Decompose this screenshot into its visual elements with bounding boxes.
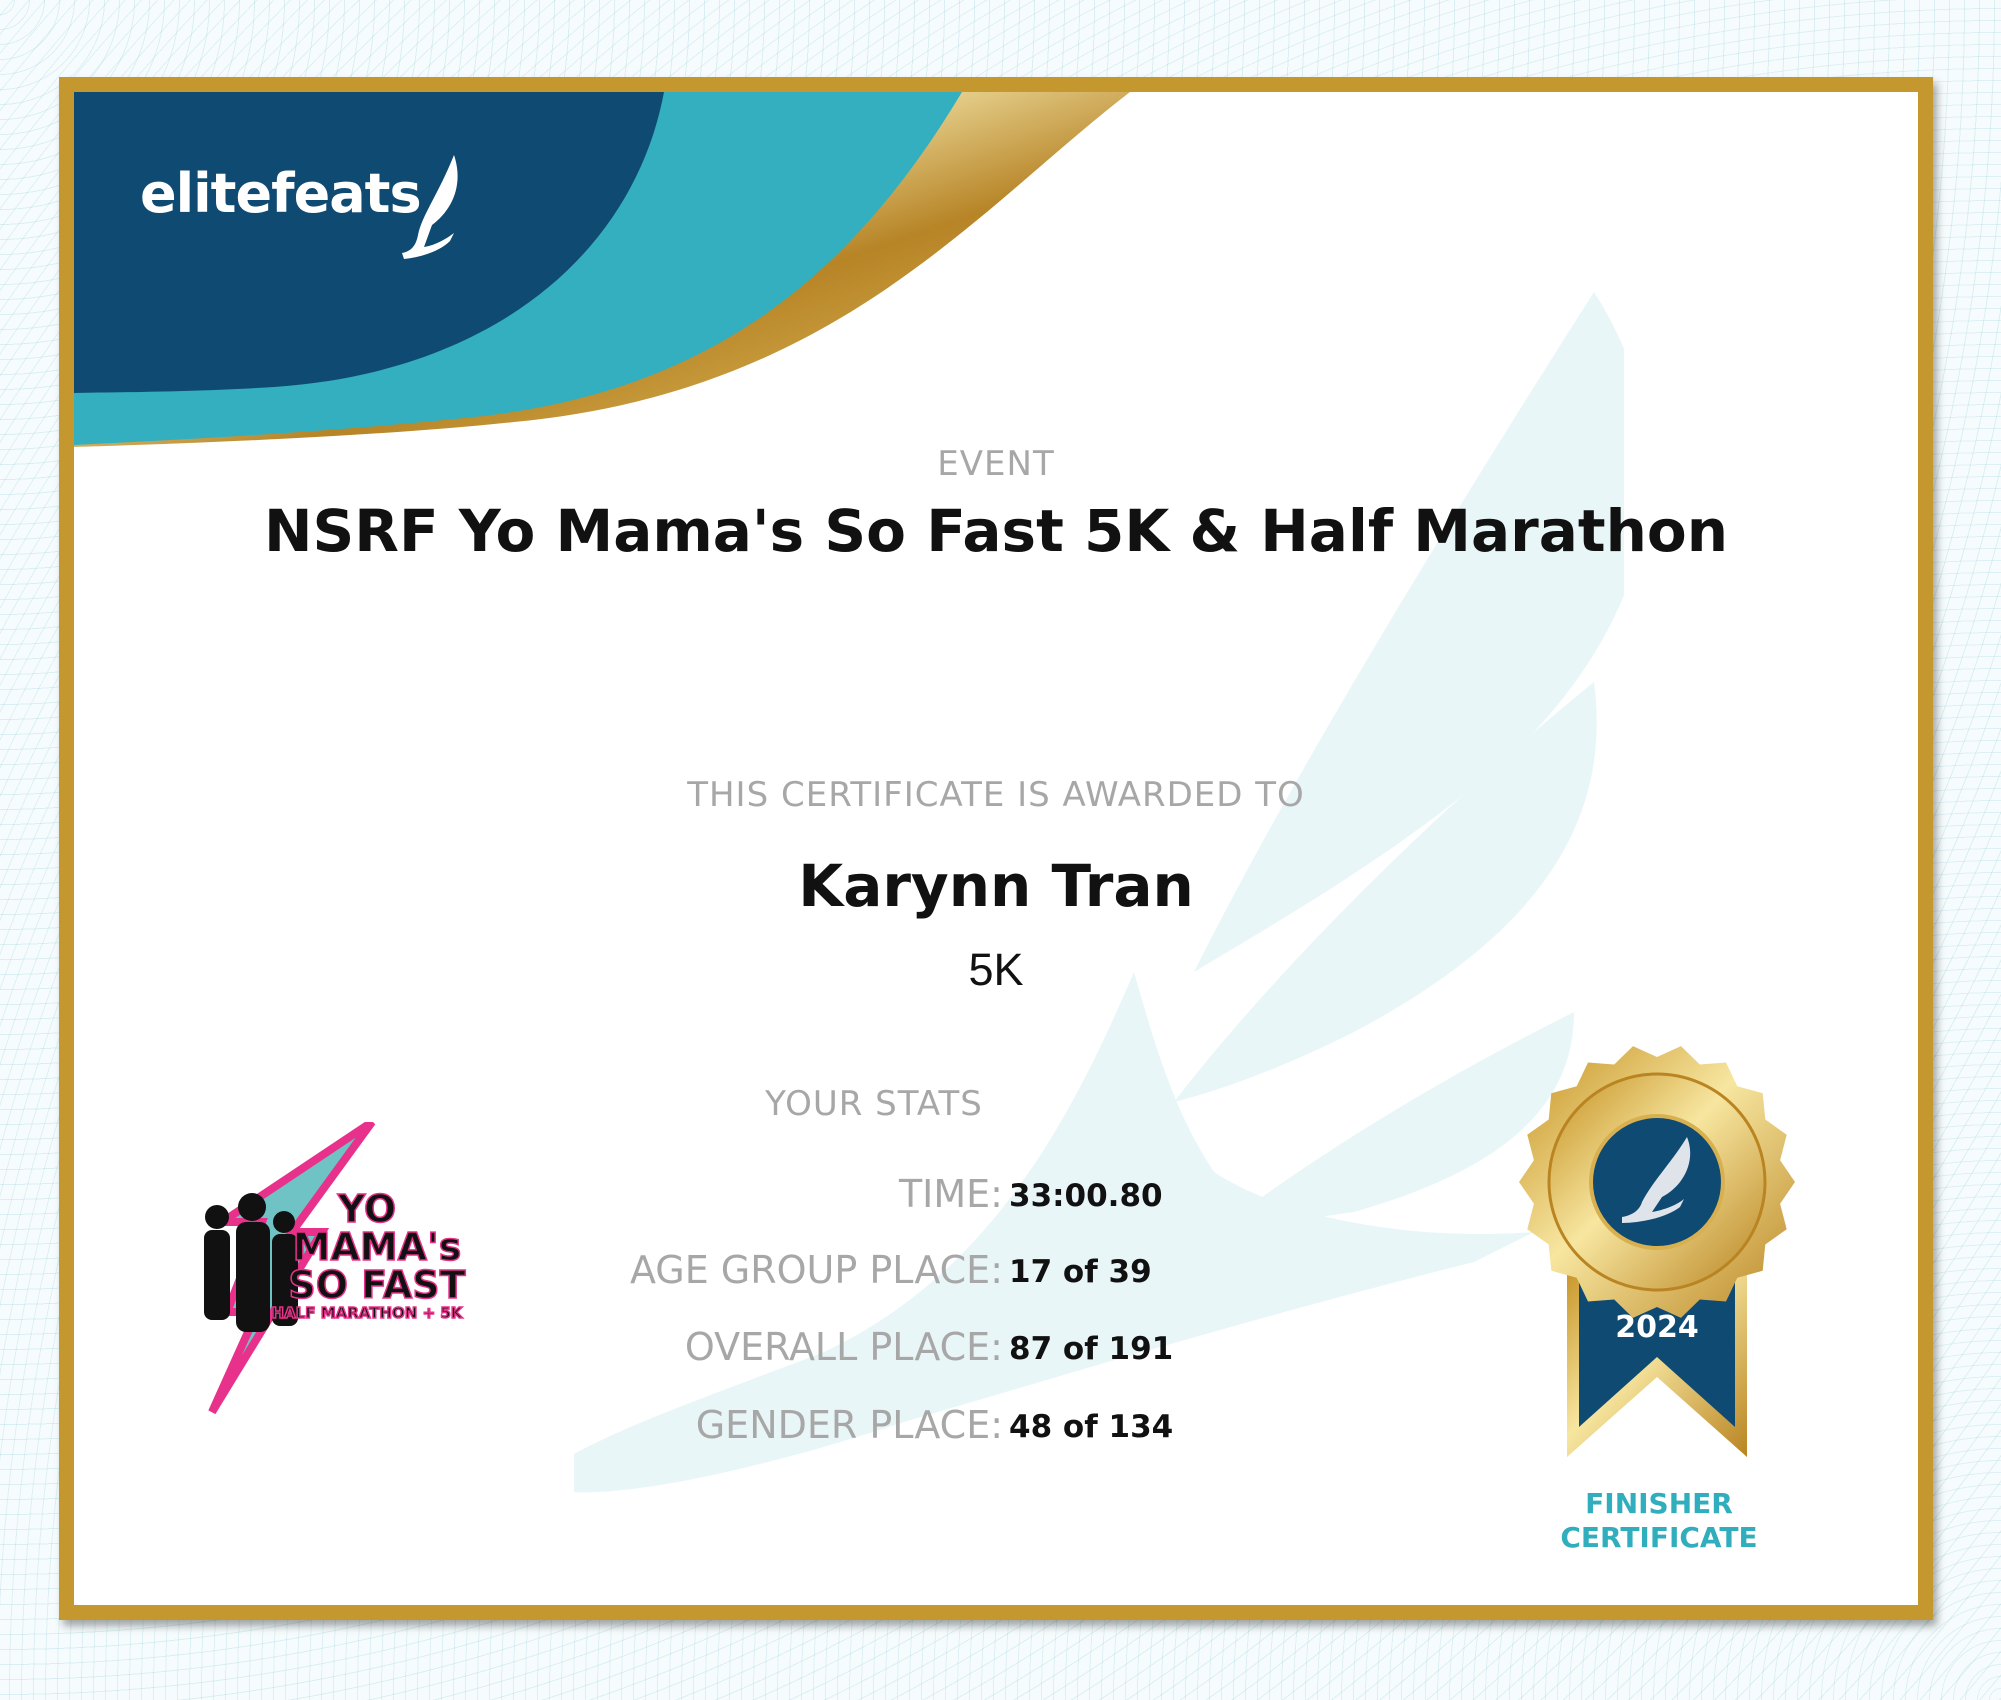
stat-label: AGE GROUP PLACE: xyxy=(629,1248,1003,1292)
finisher-caption: FINISHER CERTIFICATE xyxy=(1544,1487,1774,1555)
finisher-caption-line2: CERTIFICATE xyxy=(1560,1521,1758,1554)
stat-row-age-group: AGE GROUP PLACE: 17 of 39 xyxy=(74,1248,1918,1298)
stat-value: 33:00.80 xyxy=(1009,1178,1163,1214)
race-distance: 5K xyxy=(968,944,1024,995)
winged-foot-watermark-icon xyxy=(574,292,1624,1493)
winged-foot-icon xyxy=(402,155,458,259)
stat-value: 87 of 191 xyxy=(1009,1331,1174,1367)
event-logo: YO MAMA's SO FAST HALF MARATHON + 5K xyxy=(204,1122,466,1415)
finisher-badge: 2024 xyxy=(1519,1046,1795,1457)
stat-label: OVERALL PLACE: xyxy=(684,1325,1003,1369)
event-label: EVENT xyxy=(937,444,1055,484)
event-logo-line1: YO xyxy=(337,1187,396,1231)
event-title: NSRF Yo Mama's So Fast 5K & Half Maratho… xyxy=(263,497,1729,565)
stat-row-overall: OVERALL PLACE: 87 of 191 xyxy=(74,1325,1918,1375)
stat-label: GENDER PLACE: xyxy=(695,1403,1003,1447)
stats-label: YOUR STATS xyxy=(765,1084,983,1124)
winged-foot-icon xyxy=(1622,1137,1691,1223)
elitefeats-logo: elitefeats xyxy=(140,162,422,225)
event-logo-line2: MAMA's xyxy=(293,1225,462,1269)
header-banner xyxy=(74,92,1130,447)
finisher-caption-line1: FINISHER xyxy=(1585,1487,1733,1520)
stat-value: 17 of 39 xyxy=(1009,1254,1152,1290)
event-logo-line4: HALF MARATHON + 5K xyxy=(272,1304,464,1322)
awarded-label: THIS CERTIFICATE IS AWARDED TO xyxy=(687,775,1305,815)
event-logo-line3: SO FAST xyxy=(288,1263,465,1307)
certificate-frame: elitefeats EVENT NSRF Yo Mama's So Fast … xyxy=(59,77,1933,1620)
stat-value: 48 of 134 xyxy=(1009,1409,1174,1445)
stat-row-time: TIME: 33:00.80 xyxy=(74,1172,1918,1222)
stat-row-gender: GENDER PLACE: 48 of 134 xyxy=(74,1403,1918,1453)
stat-label: TIME: xyxy=(898,1172,1003,1216)
recipient-name: Karynn Tran xyxy=(798,852,1194,920)
badge-year: 2024 xyxy=(1615,1310,1699,1345)
